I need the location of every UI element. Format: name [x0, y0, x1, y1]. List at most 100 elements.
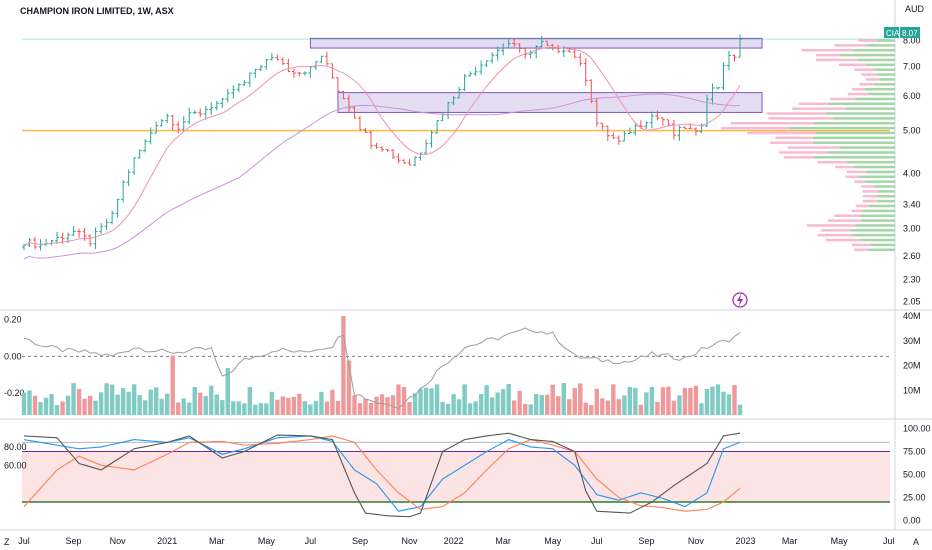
time-axis-tick: Jul: [305, 536, 317, 546]
volume-bar: [120, 387, 126, 415]
volume-profile-bar-sell: [838, 63, 867, 67]
volume-bar: [473, 401, 478, 415]
volume-bar: [611, 384, 616, 415]
volume-bar: [335, 400, 341, 415]
price-axis-tick: 2.05: [903, 296, 921, 306]
volume-bar: [434, 384, 440, 415]
volume-profile-bar-sell: [847, 92, 869, 96]
volume-axis-tick: 20M: [903, 361, 921, 371]
volume-profile-bar-buy: [860, 214, 895, 217]
volume-bar: [21, 392, 27, 415]
time-axis-tick: May: [544, 536, 562, 546]
volume-bar: [423, 387, 429, 415]
volume-bar: [148, 389, 153, 415]
time-axis-tick: May: [831, 536, 849, 546]
volume-profile-bar-buy: [812, 136, 895, 140]
ticker-badge: CIA: [886, 29, 900, 38]
volume-bar: [644, 392, 649, 415]
volume-bar: [462, 384, 467, 415]
volume-bar: [131, 384, 137, 415]
volume-bar: [214, 394, 219, 415]
volume-bar: [231, 401, 236, 415]
volume-profile-bar-buy: [868, 92, 895, 96]
lightning-icon[interactable]: [732, 292, 748, 308]
volume-bar: [726, 394, 732, 415]
zoom-icon[interactable]: Z: [4, 537, 10, 547]
volume-profile-bar-buy: [861, 238, 895, 242]
volume-profile-bar-buy: [873, 185, 895, 188]
volume-bar: [418, 388, 423, 415]
volume-profile-bar-sell: [825, 238, 862, 242]
ticker-badge-bg: [884, 27, 899, 38]
time-axis-tick: Nov: [110, 536, 127, 546]
volume-bar: [253, 404, 258, 415]
volume-profile-bar-sell: [768, 117, 834, 120]
auto-scale-icon[interactable]: A: [913, 537, 919, 547]
price-badge-bg: [900, 27, 920, 38]
volume-profile-bar-buy: [789, 126, 895, 130]
volume-profile-bar-sell: [827, 219, 862, 222]
volume-bar: [467, 403, 473, 415]
time-axis-tick: Mar: [782, 536, 798, 546]
volume-profile-bar-sell: [834, 44, 867, 47]
volume-profile-bar-sell: [798, 102, 829, 106]
price-axis-tick: 6.00: [903, 91, 921, 101]
volume-profile-bar-sell: [862, 190, 879, 193]
volume-bar: [187, 402, 192, 415]
volume-profile-bar-buy: [846, 160, 895, 164]
volume-profile-bar-sell: [862, 199, 878, 203]
volume-bar: [666, 386, 671, 415]
volume-oscillator-pane[interactable]: 0.20 0.00 -0.20 40M 30M 20M 10M: [4, 311, 921, 415]
volume-bar: [225, 367, 230, 415]
volume-profile-bar-buy: [854, 165, 895, 169]
volume-bar: [98, 392, 104, 415]
volume-profile-bar-buy: [868, 248, 895, 252]
stochastic-pane[interactable]: 80.00 60.00 100.00 75.00 50.00 25.00 0.00: [4, 424, 931, 526]
time-axis-tick: Sep: [352, 536, 368, 546]
volume-bar: [578, 383, 583, 415]
volume-bar: [209, 385, 214, 415]
price-axis-tick: 7.00: [903, 61, 921, 71]
time-axis[interactable]: Jul Sep Nov 2021 Mar May Jul Sep Nov 2022 Mar May Ju…: [18, 536, 894, 546]
volume-profile-bar-sell: [858, 39, 878, 42]
volume-bar: [489, 397, 495, 415]
stochastic-line-stoch_k: [23, 435, 741, 512]
volume-bar: [528, 404, 533, 415]
volume-bar: [32, 395, 38, 415]
volume-profile-bar-sell: [851, 243, 871, 247]
volume-bar: [142, 400, 148, 415]
time-axis-tick: 2021: [157, 536, 177, 546]
stochastic-line-stoch_d: [23, 435, 741, 512]
volume-bar: [302, 401, 308, 415]
volume-bar: [374, 396, 379, 415]
volume-profile-bar-sell: [851, 87, 865, 91]
volume-bar: [159, 398, 164, 415]
volume-profile-bar-buy: [868, 204, 895, 208]
resistance-zone-2: [337, 92, 763, 113]
stochastic-left-tick: 60.00: [4, 460, 27, 470]
volume-bar: [693, 385, 699, 415]
volume-bar: [594, 388, 599, 415]
price-badge: 8.07: [902, 29, 918, 38]
volume-bar: [153, 387, 159, 415]
chart-title: CHAMPION IRON LIMITED, 1W, ASX: [20, 6, 174, 16]
volume-profile-bar-buy: [857, 58, 895, 62]
volume-bar: [407, 401, 412, 415]
price-axis-tick: 2.30: [903, 274, 921, 284]
volume-profile-bar-sell: [851, 209, 863, 213]
oscillator-axis-tick: 0.00: [4, 351, 22, 361]
volume-profile-bar-sell: [845, 175, 860, 179]
volume-bar: [341, 316, 346, 415]
volume-profile-bar-buy: [833, 117, 895, 120]
time-axis-tick: May: [258, 536, 276, 546]
stochastic-right-tick: 0.00: [903, 515, 921, 525]
volume-bar: [445, 403, 451, 415]
price-axis-tick: 5.00: [903, 126, 921, 136]
volume-bar: [649, 386, 655, 415]
volume-bar: [104, 383, 109, 415]
volume-bar: [181, 398, 186, 415]
volume-bar: [396, 384, 401, 415]
volume-bar: [368, 403, 374, 415]
volume-bar: [54, 405, 60, 415]
price-pane[interactable]: 8.00 7.00 6.00 5.00 4.00 3.40 3.00 2.60 2.30 2.05: [22, 34, 921, 306]
